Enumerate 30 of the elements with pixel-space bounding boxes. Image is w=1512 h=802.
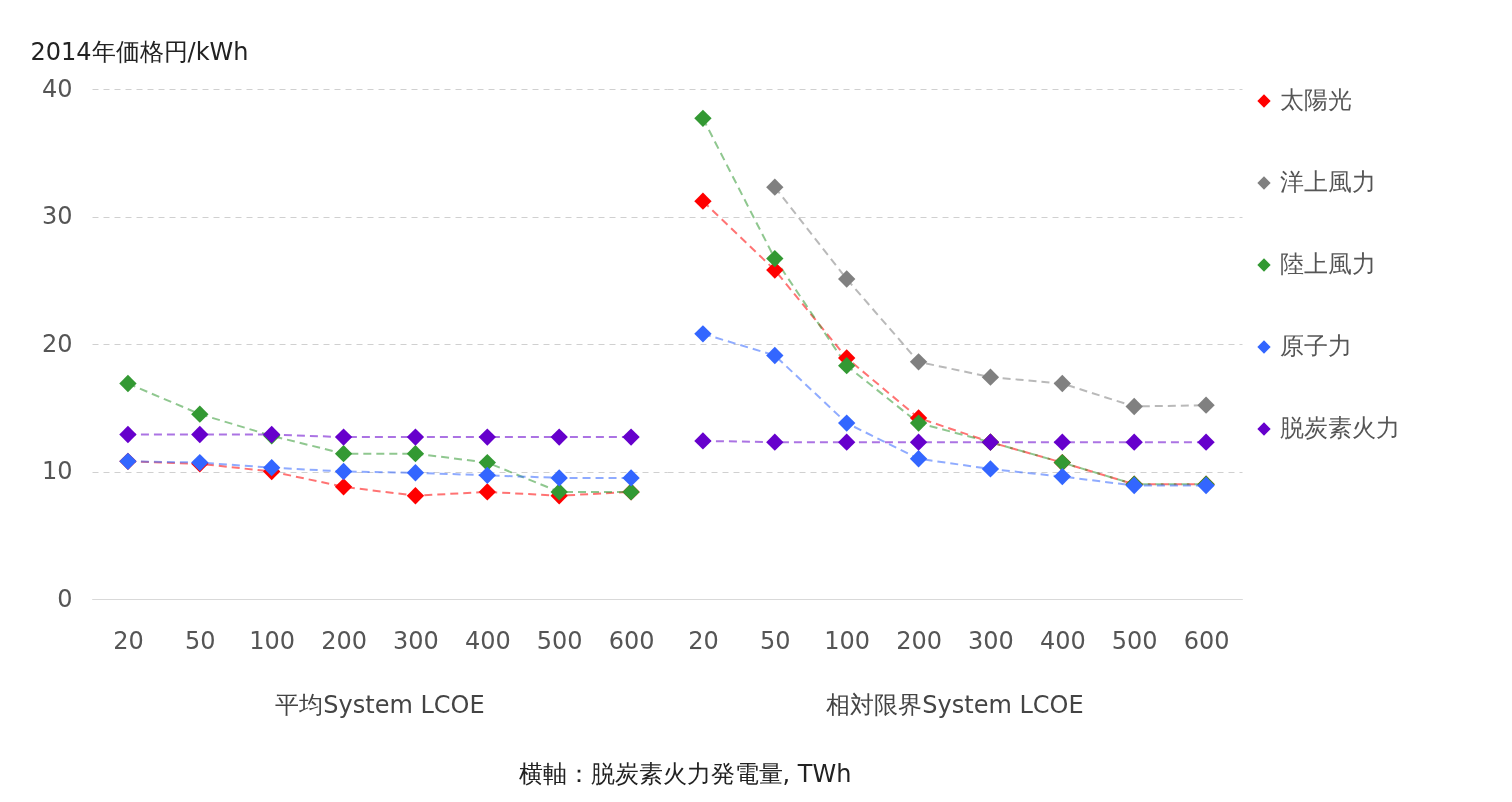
y-tick-label: 0 — [57, 584, 73, 613]
x-tick-label: 300 — [393, 626, 439, 655]
x-tick-label: 20 — [113, 626, 144, 655]
x-tick-label: 50 — [760, 626, 791, 655]
x-axis-title: 平均System LCOE — [275, 690, 485, 719]
legend-label: 原子力 — [1280, 332, 1352, 360]
x-tick-label: 400 — [464, 626, 511, 655]
y-tick-label: 20 — [41, 329, 73, 358]
x-tick-label: 600 — [608, 626, 655, 655]
x-tick-label: 400 — [1039, 626, 1086, 655]
x-tick-label: 20 — [688, 626, 719, 655]
x-tick-label: 100 — [249, 626, 296, 655]
x-tick-label: 50 — [185, 626, 216, 655]
x-tick-label: 500 — [536, 626, 583, 655]
y-tick-label: 30 — [41, 202, 73, 230]
x-tick-label: 300 — [968, 626, 1014, 655]
x-tick-label: 500 — [1111, 626, 1158, 655]
legend-label: 太陽光 — [1280, 86, 1352, 114]
y-tick-label: 10 — [41, 457, 73, 485]
x-axis-title: 相対限界System LCOE — [826, 690, 1084, 719]
y-tick-label: 40 — [41, 74, 73, 103]
y-axis-title: 2014年価格円/kWh — [30, 37, 249, 66]
x-tick-label: 200 — [896, 626, 942, 655]
legend-label: 陸上風力 — [1280, 250, 1376, 278]
legend-label: 脱炭素火力 — [1280, 414, 1400, 442]
text: 横軸：脱炭素火力発電量, TWh — [517, 759, 853, 790]
x-tick-label: 200 — [321, 626, 367, 655]
x-tick-label: 100 — [824, 626, 871, 655]
legend-label: 洋上風力 — [1280, 168, 1376, 196]
x-tick-label: 600 — [1183, 626, 1230, 655]
